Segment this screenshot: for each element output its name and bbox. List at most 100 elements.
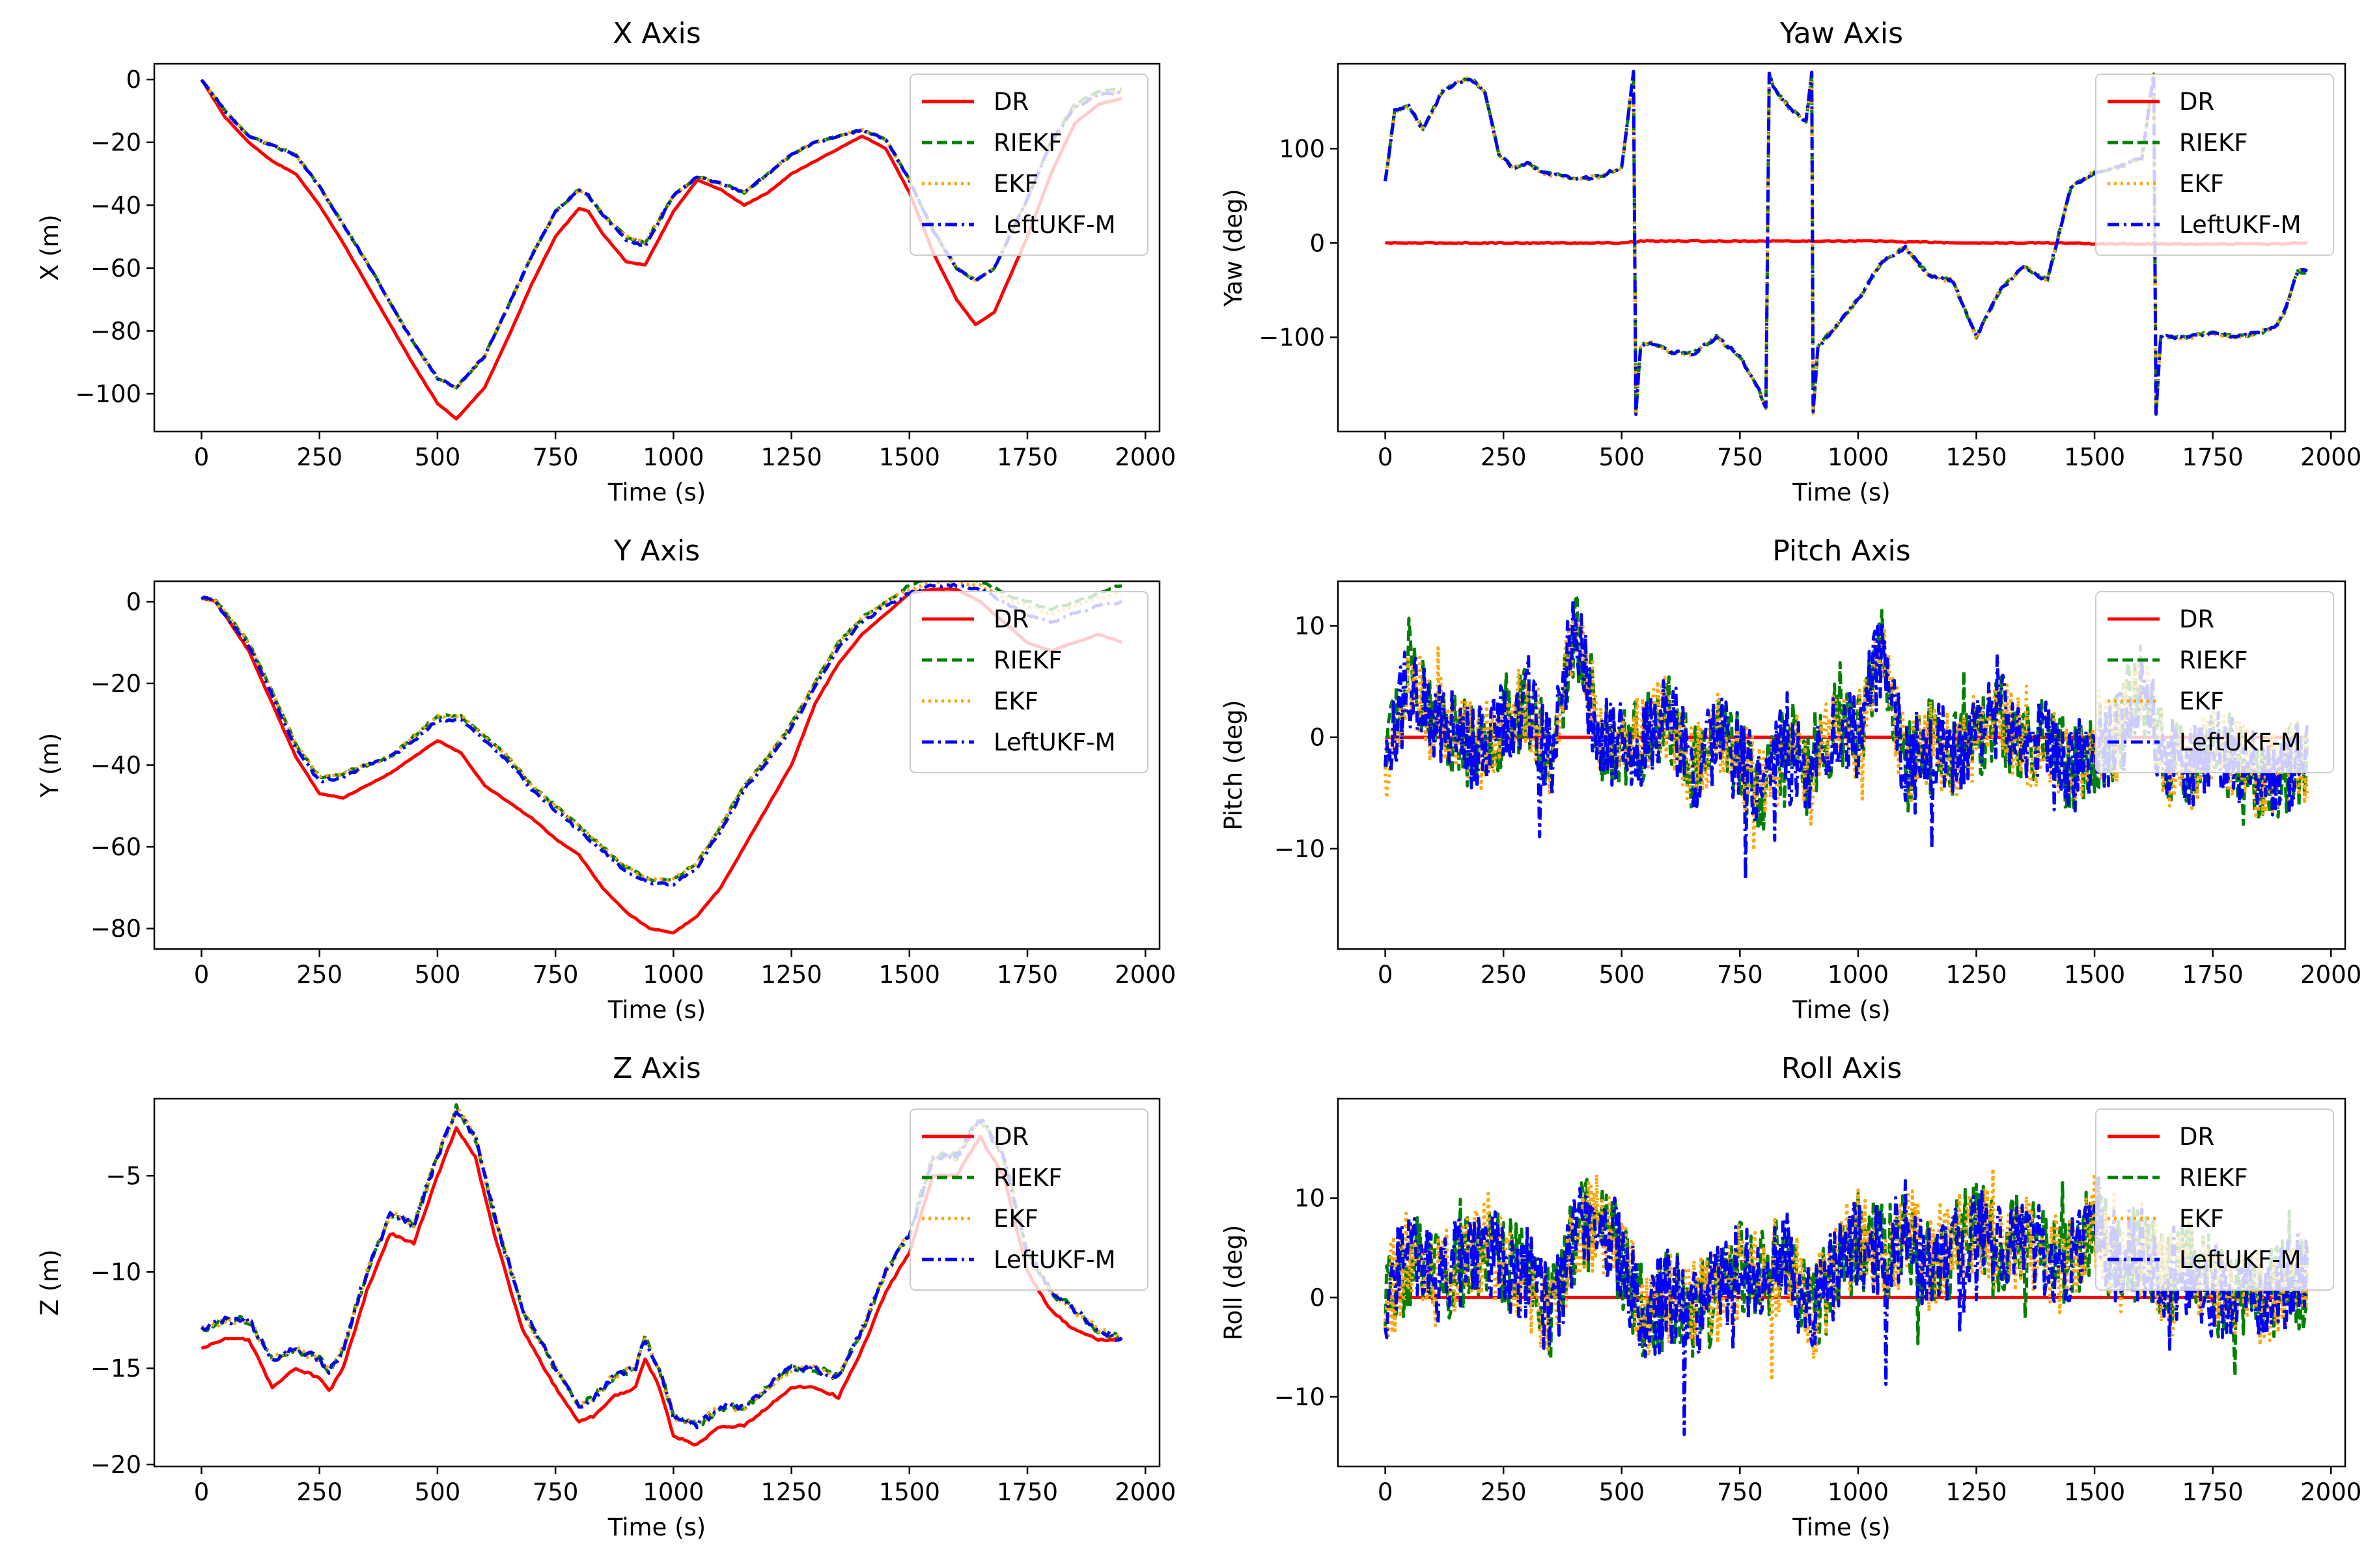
- y-axis-label: X (m): [36, 214, 64, 281]
- legend-label-dr: DR: [994, 1123, 1029, 1151]
- x-tick-label: 1750: [997, 961, 1058, 989]
- legend-frame: [2095, 74, 2334, 256]
- x-tick-label: 1500: [879, 443, 940, 471]
- x-tick-label: 0: [1378, 443, 1393, 471]
- series-line-ekf: [1384, 71, 2309, 416]
- legend-frame: [910, 1108, 1148, 1291]
- x-tick-label: 750: [533, 1478, 579, 1506]
- legend-label-ekf: EKF: [994, 170, 1038, 198]
- x-tick-label: 250: [296, 1478, 342, 1506]
- x-tick-label: 1500: [2064, 961, 2125, 989]
- x-axis-label: Time (s): [607, 1513, 706, 1541]
- chart-title: X Axis: [613, 17, 701, 50]
- x-tick-label: 750: [533, 443, 579, 471]
- x-tick-label: 0: [194, 961, 210, 989]
- chart-title: Pitch Axis: [1772, 534, 1910, 568]
- legend-frame: [910, 74, 1148, 256]
- x-tick-label: 500: [1598, 961, 1645, 989]
- y-axis-label: Y (m): [36, 733, 64, 798]
- x-axis-label: Time (s): [607, 478, 706, 506]
- x-tick-label: 0: [194, 1478, 210, 1506]
- x-tick-label: 1250: [1945, 1478, 2007, 1506]
- legend-label-riekf: RIEKF: [994, 129, 1063, 157]
- y-tick-label: −60: [90, 833, 141, 861]
- y-tick-label: −40: [90, 191, 141, 219]
- x-tick-label: 1000: [643, 961, 704, 989]
- x-tick-label: 750: [1717, 443, 1763, 471]
- y-tick-label: −15: [90, 1355, 141, 1382]
- x-tick-label: 1250: [761, 443, 822, 471]
- x-tick-label: 500: [415, 1478, 461, 1506]
- legend-label-riekf: RIEKF: [2179, 646, 2248, 674]
- y-tick-label: −20: [90, 670, 141, 698]
- y-tick-label: 0: [1309, 1284, 1325, 1312]
- y-tick-label: −40: [90, 752, 141, 780]
- chart-title: Roll Axis: [1781, 1052, 1902, 1085]
- legend-label-riekf: RIEKF: [994, 646, 1063, 674]
- y-tick-label: 0: [1309, 229, 1325, 257]
- x-tick-label: 1250: [761, 1478, 822, 1506]
- x-tick-label: 750: [1717, 1478, 1763, 1506]
- y-tick-label: 0: [126, 66, 141, 94]
- x-axis-label: Time (s): [1792, 478, 1890, 506]
- x-tick-label: 1250: [1945, 961, 2007, 989]
- x-tick-label: 250: [296, 443, 342, 471]
- x-tick-label: 1750: [2182, 1478, 2244, 1506]
- legend: DR RIEKF EKF LeftUKF-M: [2095, 591, 2334, 773]
- plot-area: [200, 78, 1122, 420]
- legend-label-ekf: EKF: [994, 687, 1038, 715]
- x-tick-label: 2000: [1115, 961, 1176, 989]
- x-tick-label: 1500: [879, 961, 940, 989]
- y-tick-label: 10: [1294, 1185, 1325, 1213]
- y-tick-label: −20: [90, 1451, 141, 1479]
- x-tick-label: 500: [1598, 443, 1645, 471]
- y-tick-label: −80: [90, 317, 141, 345]
- chart-pitch: Pitch Axis 0 250 500 750 1000 1250 1500 1750 2000…: [1219, 534, 2361, 1024]
- x-tick-label: 1750: [997, 1478, 1058, 1506]
- x-axis-label: Time (s): [1792, 1513, 1890, 1541]
- axes-frame: [153, 62, 1161, 433]
- x-axis-label: Time (s): [1792, 996, 1890, 1024]
- y-tick-label: −80: [90, 915, 141, 943]
- legend: DR RIEKF EKF LeftUKF-M: [910, 74, 1148, 256]
- series-line-riekf: [201, 581, 1122, 883]
- chart-x: X Axis 0 250 500 750 1000 1250 1500 1750 2000 0 −20…: [36, 17, 1176, 506]
- x-tick-label: 2000: [1115, 443, 1176, 471]
- series-line-ekf: [201, 581, 1122, 883]
- chart-title: Yaw Axis: [1779, 17, 1903, 50]
- x-tick-label: 1000: [1828, 961, 1889, 989]
- x-tick-label: 250: [1481, 961, 1527, 989]
- x-tick-label: 250: [1481, 443, 1527, 471]
- axes-frame: [1337, 580, 2346, 950]
- legend-label-ekf: EKF: [2179, 170, 2224, 198]
- legend-label-dr: DR: [994, 88, 1029, 116]
- legend-label-dr: DR: [2179, 605, 2214, 633]
- legend-label-dr: DR: [2179, 88, 2214, 116]
- legend-frame: [910, 591, 1148, 773]
- y-tick-label: 0: [1309, 724, 1325, 752]
- axes-frame: [1337, 1097, 2346, 1468]
- legend-label-leftukf-m: LeftUKF-M: [994, 728, 1116, 756]
- chart-roll: Roll Axis 0 250 500 750 1000 1250 1500 1750 2000 1…: [1219, 1052, 2361, 1541]
- chart-z: Z Axis 0 250 500 750 1000 1250 1500 1750 2000 −5 −1…: [36, 1052, 1176, 1541]
- y-tick-label: 10: [1294, 612, 1325, 640]
- x-tick-label: 250: [1481, 1478, 1527, 1506]
- axes-frame: [1337, 62, 2346, 433]
- legend-frame: [2095, 1108, 2334, 1291]
- legend-label-leftukf-m: LeftUKF-M: [2179, 728, 2302, 756]
- y-tick-label: −60: [90, 254, 141, 282]
- x-tick-label: 1250: [761, 961, 822, 989]
- legend-label-leftukf-m: LeftUKF-M: [2179, 211, 2302, 239]
- x-tick-label: 1000: [643, 1478, 704, 1506]
- x-tick-label: 1750: [2182, 961, 2244, 989]
- x-tick-label: 500: [415, 961, 461, 989]
- y-tick-label: −100: [1259, 323, 1325, 351]
- y-tick-label: −5: [105, 1162, 141, 1190]
- y-tick-label: −100: [75, 380, 141, 408]
- x-tick-label: 2000: [2300, 1478, 2361, 1506]
- legend-label-riekf: RIEKF: [2179, 1164, 2248, 1192]
- x-tick-label: 1750: [997, 443, 1058, 471]
- x-tick-label: 2000: [1115, 1478, 1176, 1506]
- y-tick-label: −10: [90, 1258, 141, 1286]
